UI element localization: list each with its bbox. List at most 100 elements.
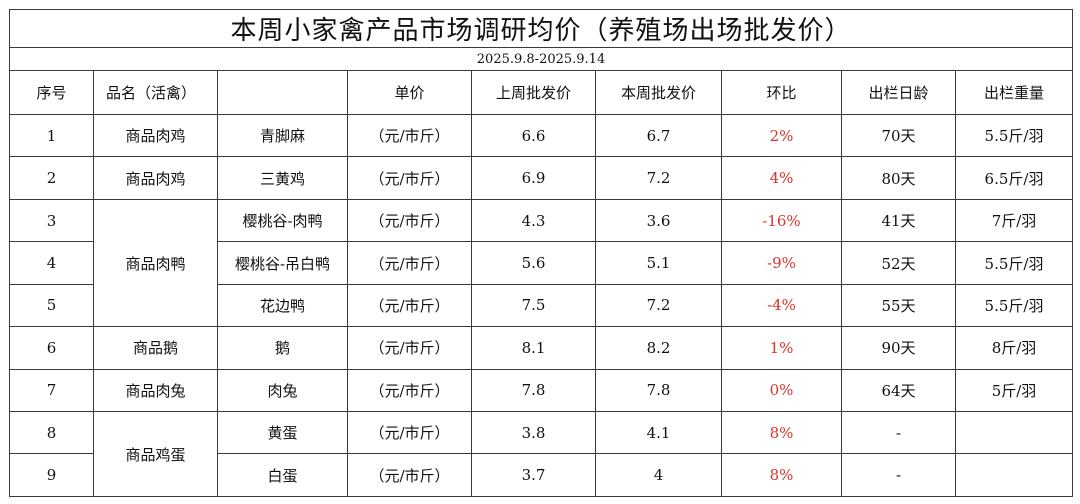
cell-this-week: 6.7 — [595, 114, 722, 158]
cell-change: 2% — [721, 114, 842, 158]
cell-last-week: 6.6 — [471, 114, 596, 158]
cell-change: 8% — [721, 411, 842, 455]
cell-variety: 鹅 — [217, 326, 348, 370]
cell-this-week: 7.2 — [595, 283, 722, 328]
cell-index: 8 — [9, 411, 94, 455]
cell-age: 70天 — [841, 114, 956, 158]
cell-category: 商品肉鸭 — [93, 198, 218, 328]
header-index: 序号 — [9, 69, 94, 116]
cell-weight: 5.5斤/羽 — [954, 283, 1074, 328]
cell-weight: 7斤/羽 — [954, 198, 1074, 243]
cell-category: 商品肉兔 — [93, 368, 218, 413]
cell-age: - — [841, 411, 956, 455]
cell-index: 9 — [9, 453, 94, 497]
cell-category: 商品鸡蛋 — [93, 411, 218, 497]
cell-last-week: 3.8 — [471, 411, 596, 455]
header-category: 品名（活禽） — [93, 69, 218, 116]
header-last-week: 上周批发价 — [471, 69, 596, 116]
table-row: 5 花边鸭 （元/市斤） 7.5 7.2 -4% 55天 5.5斤/羽 — [9, 283, 1074, 328]
cell-this-week: 7.2 — [595, 156, 722, 200]
cell-unit: （元/市斤） — [347, 411, 472, 455]
cell-category: 商品肉鸡 — [93, 156, 218, 200]
cell-change: -4% — [721, 283, 842, 328]
table-row: 2 商品肉鸡 三黄鸡 （元/市斤） 6.9 7.2 4% 80天 6.5斤/羽 — [9, 156, 1074, 200]
cell-index: 4 — [9, 241, 94, 285]
header-row: 序号 品名（活禽） 单价 上周批发价 本周批发价 环比 出栏日龄 出栏重量 — [9, 69, 1074, 116]
cell-last-week: 5.6 — [471, 241, 596, 285]
table-row: 4 樱桃谷-吊白鸭 （元/市斤） 5.6 5.1 -9% 52天 5.5斤/羽 — [9, 241, 1074, 285]
cell-change: 8% — [721, 453, 842, 497]
cell-variety: 肉兔 — [217, 368, 348, 413]
header-this-week: 本周批发价 — [595, 69, 722, 116]
cell-change: 4% — [721, 156, 842, 200]
cell-variety: 青脚麻 — [217, 114, 348, 158]
cell-change: -9% — [721, 241, 842, 285]
cell-variety: 黄蛋 — [217, 411, 348, 455]
cell-variety: 樱桃谷-肉鸭 — [217, 198, 348, 243]
cell-index: 3 — [9, 198, 94, 243]
table-row: 7 商品肉兔 肉兔 （元/市斤） 7.8 7.8 0% 64天 5斤/羽 — [9, 368, 1074, 413]
cell-unit: （元/市斤） — [347, 368, 472, 413]
cell-change: -16% — [721, 198, 842, 243]
cell-unit: （元/市斤） — [347, 198, 472, 243]
cell-age: - — [841, 453, 956, 497]
header-age: 出栏日龄 — [841, 69, 956, 116]
cell-unit: （元/市斤） — [347, 283, 472, 328]
cell-weight — [954, 411, 1074, 455]
cell-weight: 6.5斤/羽 — [954, 156, 1074, 200]
cell-last-week: 7.8 — [471, 368, 596, 413]
cell-last-week: 3.7 — [471, 453, 596, 497]
cell-index: 1 — [9, 114, 94, 158]
cell-this-week: 4 — [595, 453, 722, 497]
cell-unit: （元/市斤） — [347, 156, 472, 200]
cell-unit: （元/市斤） — [347, 114, 472, 158]
header-variety — [217, 69, 348, 116]
cell-age: 90天 — [841, 326, 956, 370]
cell-this-week: 5.1 — [595, 241, 722, 285]
table-row: 9 白蛋 （元/市斤） 3.7 4 8% - — [9, 453, 1074, 497]
cell-index: 2 — [9, 156, 94, 200]
cell-unit: （元/市斤） — [347, 453, 472, 497]
price-table: 本周小家禽产品市场调研均价（养殖场出场批发价） 2025.9.8-2025.9.… — [8, 8, 1074, 497]
cell-weight: 5.5斤/羽 — [954, 114, 1074, 158]
table-row: 3 商品肉鸭 樱桃谷-肉鸭 （元/市斤） 4.3 3.6 -16% 41天 7斤… — [9, 198, 1074, 328]
cell-last-week: 4.3 — [471, 198, 596, 243]
cell-age: 80天 — [841, 156, 956, 200]
title-row: 本周小家禽产品市场调研均价（养殖场出场批发价） — [8, 8, 1074, 49]
cell-last-week: 8.1 — [471, 326, 596, 370]
cell-index: 6 — [9, 326, 94, 370]
cell-age: 41天 — [841, 198, 956, 243]
cell-variety: 白蛋 — [217, 453, 348, 497]
cell-weight — [954, 453, 1074, 497]
cell-change: 0% — [721, 368, 842, 413]
cell-category: 商品鹅 — [93, 326, 218, 370]
cell-weight: 8斤/羽 — [954, 326, 1074, 370]
cell-variety: 花边鸭 — [217, 283, 348, 328]
cell-index: 5 — [9, 283, 94, 328]
header-weight: 出栏重量 — [954, 69, 1074, 116]
table-row: 1 商品肉鸡 青脚麻 （元/市斤） 6.6 6.7 2% 70天 5.5斤/羽 — [9, 114, 1074, 158]
cell-this-week: 7.8 — [595, 368, 722, 413]
cell-age: 55天 — [841, 283, 956, 328]
cell-unit: （元/市斤） — [347, 326, 472, 370]
cell-weight: 5.5斤/羽 — [954, 241, 1074, 285]
cell-this-week: 3.6 — [595, 198, 722, 243]
cell-index: 7 — [9, 368, 94, 413]
cell-change: 1% — [721, 326, 842, 370]
cell-this-week: 4.1 — [595, 411, 722, 455]
table-row: 6 商品鹅 鹅 （元/市斤） 8.1 8.2 1% 90天 8斤/羽 — [9, 326, 1074, 370]
cell-unit: （元/市斤） — [347, 241, 472, 285]
cell-last-week: 7.5 — [471, 283, 596, 328]
cell-this-week: 8.2 — [595, 326, 722, 370]
date-range: 2025.9.8-2025.9.14 — [8, 47, 1074, 71]
table-row: 8 商品鸡蛋 黄蛋 （元/市斤） 3.8 4.1 8% - — [9, 411, 1074, 497]
cell-age: 64天 — [841, 368, 956, 413]
cell-category: 商品肉鸡 — [93, 114, 218, 158]
cell-weight: 5斤/羽 — [954, 368, 1074, 413]
header-unit: 单价 — [347, 69, 472, 116]
header-change: 环比 — [721, 69, 842, 116]
cell-last-week: 6.9 — [471, 156, 596, 200]
date-row: 2025.9.8-2025.9.14 — [8, 47, 1074, 71]
cell-variety: 樱桃谷-吊白鸭 — [217, 241, 348, 285]
cell-age: 52天 — [841, 241, 956, 285]
